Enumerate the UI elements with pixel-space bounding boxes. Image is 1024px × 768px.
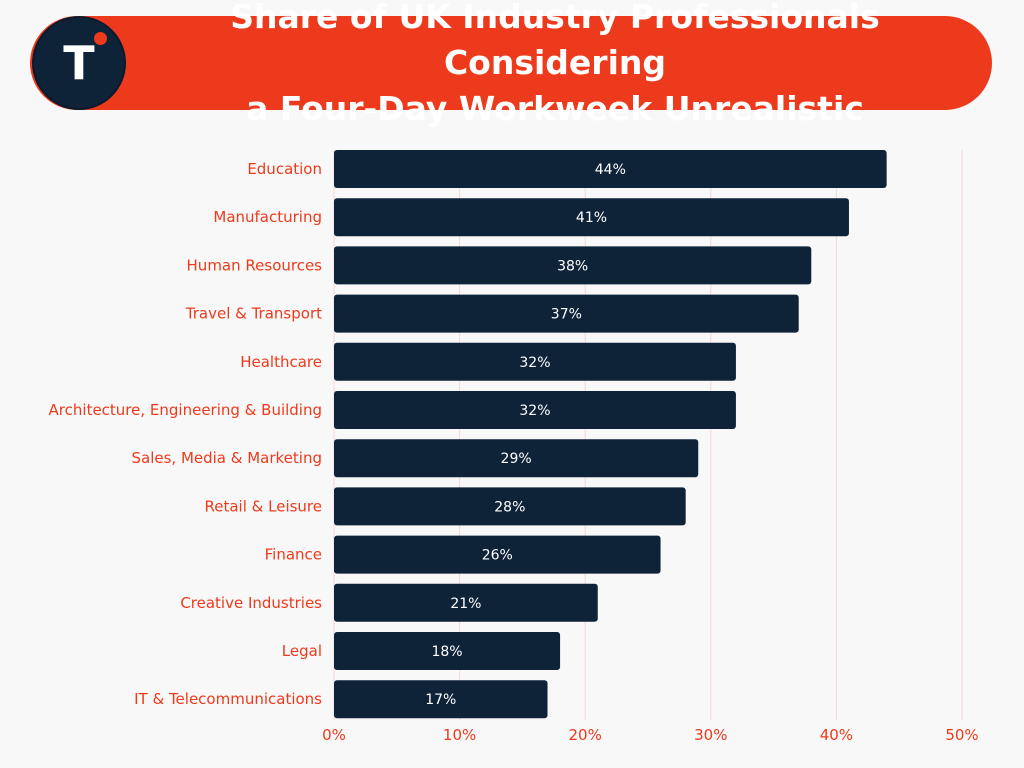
category-label: Finance: [265, 546, 322, 564]
bar: [334, 487, 686, 526]
bar: [334, 198, 849, 237]
bar-value-label: 44%: [595, 162, 626, 178]
chart-title: Share of UK Industry Professionals Consi…: [130, 0, 980, 128]
bar-value-label: 17%: [425, 692, 456, 708]
bar-value-label: 28%: [494, 499, 525, 515]
bar: [334, 632, 561, 670]
bar-value-label: 38%: [557, 258, 588, 274]
x-tick-label: 10%: [443, 726, 476, 744]
chart-title-line-1: Share of UK Industry Professionals Consi…: [230, 0, 880, 82]
bar: [334, 391, 736, 429]
logo: T: [32, 16, 126, 110]
category-label: Retail & Leisure: [205, 497, 323, 515]
category-label: IT & Telecommunications: [134, 690, 322, 708]
bar-value-label: 18%: [431, 644, 462, 660]
logo-dot-icon: [94, 32, 107, 45]
bar: [334, 246, 812, 285]
category-label: Manufacturing: [213, 208, 322, 226]
category-label: Travel & Transport: [185, 305, 322, 323]
bar: [334, 294, 799, 333]
category-label: Architecture, Engineering & Building: [49, 401, 322, 419]
bar-value-label: 32%: [519, 355, 550, 371]
x-tick-label: 0%: [322, 726, 346, 744]
category-label: Healthcare: [240, 353, 322, 371]
title-banner: [30, 16, 992, 110]
bar-value-label: 41%: [576, 210, 607, 226]
bar-value-label: 37%: [551, 307, 582, 323]
bar-value-label: 26%: [482, 548, 513, 564]
bar: [334, 583, 598, 622]
bar: [334, 150, 887, 188]
bar: [334, 680, 548, 719]
category-label: Human Resources: [187, 256, 323, 274]
logo-letter: T: [63, 36, 95, 90]
bar: [334, 535, 661, 574]
x-tick-label: 50%: [945, 726, 978, 744]
bar-value-label: 21%: [450, 596, 481, 612]
x-tick-label: 20%: [569, 726, 602, 744]
x-tick-label: 30%: [694, 726, 727, 744]
x-tick-label: 40%: [820, 726, 853, 744]
bar: [334, 342, 736, 381]
category-label: Creative Industries: [180, 594, 322, 612]
chart-title-line-2: a Four-Day Workweek Unrealistic: [246, 89, 864, 128]
bar-value-label: 29%: [501, 451, 532, 467]
category-label: Legal: [282, 642, 322, 660]
category-label: Education: [247, 160, 322, 178]
category-label: Sales, Media & Marketing: [131, 449, 322, 467]
bar-value-label: 32%: [519, 403, 550, 419]
bar: [334, 439, 699, 478]
